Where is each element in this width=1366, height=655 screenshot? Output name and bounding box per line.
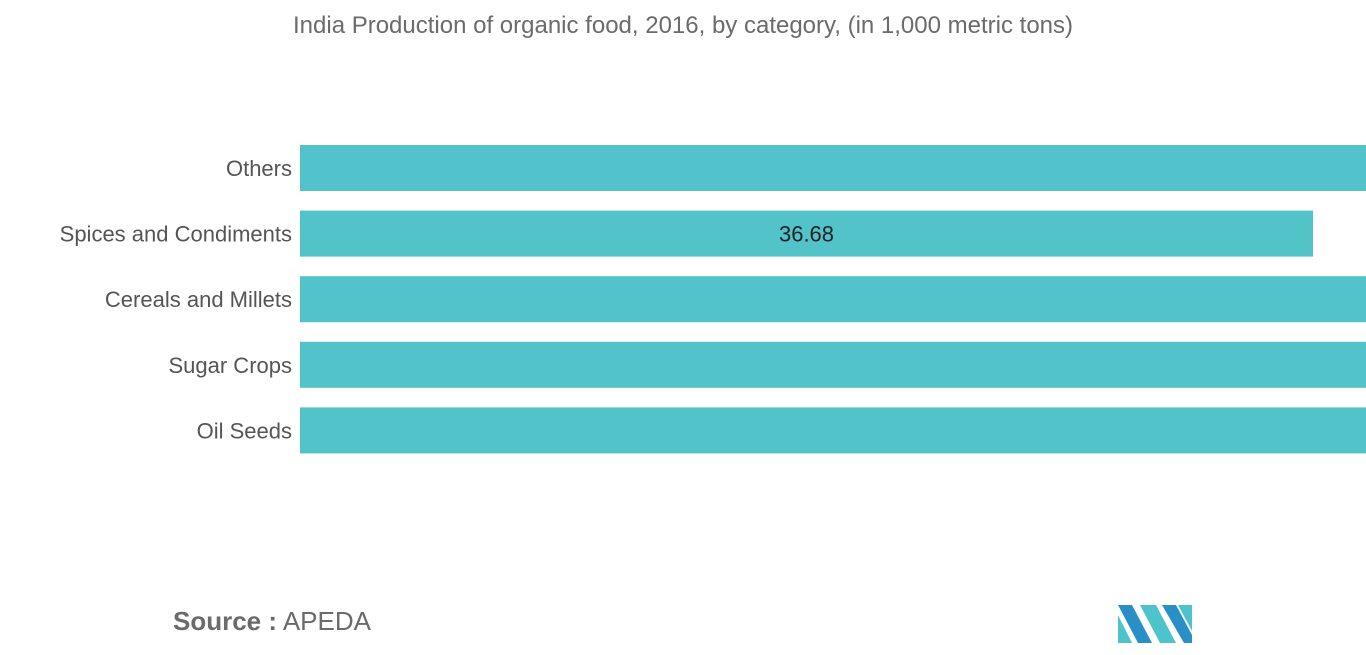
category-label-spices-and-condiments: Spices and Condiments bbox=[60, 222, 292, 247]
bar-oil-seeds bbox=[300, 407, 1366, 454]
bar-sugar-crops bbox=[300, 341, 1366, 388]
logo-right-shape bbox=[1162, 605, 1192, 643]
category-label-cereals-and-millets: Cereals and Millets bbox=[105, 287, 292, 312]
logo-left-shape bbox=[1118, 605, 1152, 643]
bar-cereals-and-millets bbox=[300, 276, 1366, 323]
source-value: APEDA bbox=[282, 606, 371, 636]
mordor-intelligence-logo-icon bbox=[1118, 605, 1192, 643]
source-label: Source : bbox=[173, 606, 278, 636]
category-label-sugar-crops: Sugar Crops bbox=[168, 353, 292, 378]
source-note: Source : APEDA bbox=[173, 606, 371, 637]
logo-right-cap bbox=[1178, 605, 1192, 631]
logo-mid-shape bbox=[1140, 605, 1176, 643]
data-label-spices-and-condiments: 36.68 bbox=[779, 222, 834, 247]
bar-chart: Others Spices and Condiments 36.68 Cereals … bbox=[60, 145, 1366, 454]
bar-others bbox=[300, 145, 1366, 191]
chart-title: India Production of organic food, 2016, … bbox=[293, 12, 1073, 39]
category-label-others: Others bbox=[226, 156, 292, 181]
logo-left-cap bbox=[1118, 615, 1132, 643]
bar-spices-and-condiments bbox=[300, 210, 1313, 257]
category-label-oil-seeds: Oil Seeds bbox=[197, 418, 292, 443]
